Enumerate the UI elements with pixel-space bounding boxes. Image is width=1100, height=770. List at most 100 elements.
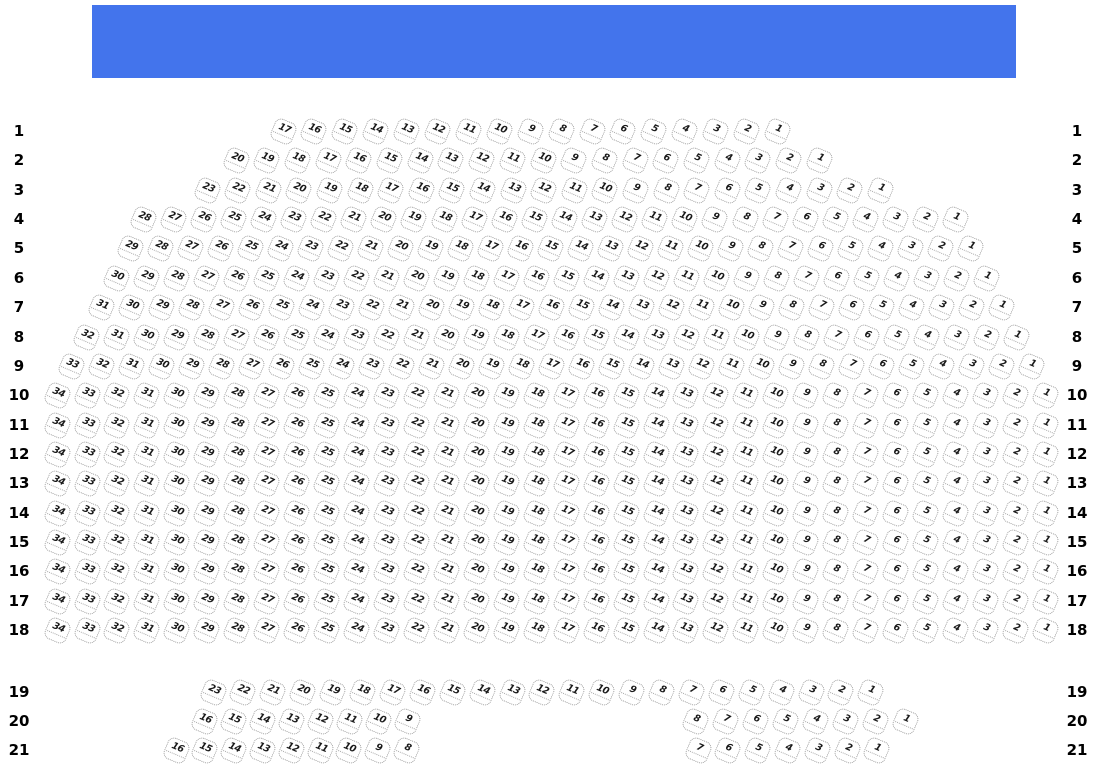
seat-row14-seat4[interactable]: 4	[940, 497, 971, 529]
seat-row1-seat12[interactable]: 12	[422, 115, 453, 147]
seat-row13-seat14[interactable]: 14	[640, 467, 672, 499]
seat-row13-seat20[interactable]: 20	[461, 467, 492, 499]
seat-row8-seat21[interactable]: 21	[400, 321, 432, 353]
seat-row16-seat5[interactable]: 5	[910, 555, 941, 587]
seat-row5-seat5[interactable]: 5	[834, 232, 866, 264]
seat-row6-seat26[interactable]: 26	[220, 262, 252, 294]
seat-row13-seat27[interactable]: 27	[251, 467, 282, 499]
seat-row12-seat2[interactable]: 2	[1000, 438, 1031, 470]
seat-row1-seat3[interactable]: 3	[700, 115, 731, 147]
seat-row8-seat27[interactable]: 27	[220, 321, 252, 353]
seat-row11-seat8[interactable]: 8	[820, 409, 851, 441]
seat-row3-seat14[interactable]: 14	[467, 174, 498, 206]
seat-row13-seat31[interactable]: 31	[131, 467, 162, 499]
seat-row10-seat22[interactable]: 22	[401, 379, 432, 411]
seat-row1-seat10[interactable]: 10	[484, 115, 515, 147]
seat-row11-seat17[interactable]: 17	[551, 409, 582, 441]
seat-row9-seat25[interactable]: 25	[295, 350, 327, 382]
seat-row18-seat33[interactable]: 33	[71, 614, 103, 646]
seat-row7-seat9[interactable]: 9	[745, 291, 777, 323]
seat-row3-seat13[interactable]: 13	[497, 174, 529, 206]
seat-row9-seat19[interactable]: 19	[475, 350, 507, 382]
seat-row7-seat8[interactable]: 8	[775, 291, 807, 323]
seat-row18-seat29[interactable]: 29	[191, 614, 222, 646]
seat-row19-seat23[interactable]: 23	[197, 676, 229, 708]
seat-row8-seat22[interactable]: 22	[370, 321, 402, 353]
seat-row4-seat4[interactable]: 4	[850, 203, 881, 235]
seat-row4-seat20[interactable]: 20	[368, 203, 399, 235]
seat-row21-seat9[interactable]: 9	[362, 734, 393, 766]
seat-row7-seat16[interactable]: 16	[535, 291, 567, 323]
seat-row16-seat13[interactable]: 13	[670, 555, 701, 587]
seat-row15-seat4[interactable]: 4	[940, 526, 971, 558]
seat-row16-seat14[interactable]: 14	[640, 555, 672, 587]
seat-row15-seat17[interactable]: 17	[551, 526, 582, 558]
seat-row4-seat8[interactable]: 8	[729, 203, 761, 235]
seat-row12-seat6[interactable]: 6	[880, 438, 911, 470]
seat-row4-seat12[interactable]: 12	[609, 203, 640, 235]
seat-row15-seat22[interactable]: 22	[401, 526, 432, 558]
seat-row18-seat3[interactable]: 3	[970, 614, 1001, 646]
seat-row18-seat18[interactable]: 18	[521, 614, 552, 646]
seat-row8-seat30[interactable]: 30	[130, 321, 162, 353]
seat-row8-seat13[interactable]: 13	[640, 321, 672, 353]
seat-row16-seat3[interactable]: 3	[970, 555, 1001, 587]
seat-row13-seat32[interactable]: 32	[101, 467, 132, 499]
seat-row16-seat7[interactable]: 7	[850, 555, 881, 587]
seat-row1-seat11[interactable]: 11	[453, 115, 484, 147]
seat-row15-seat28[interactable]: 28	[221, 526, 252, 558]
seat-row13-seat1[interactable]: 1	[1030, 467, 1061, 499]
seat-row7-seat12[interactable]: 12	[655, 291, 687, 323]
seat-row12-seat9[interactable]: 9	[790, 438, 821, 470]
seat-row13-seat22[interactable]: 22	[401, 467, 432, 499]
seat-row12-seat15[interactable]: 15	[610, 438, 642, 470]
seat-row8-seat24[interactable]: 24	[310, 321, 342, 353]
seat-row16-seat30[interactable]: 30	[161, 555, 192, 587]
seat-row17-seat29[interactable]: 29	[191, 585, 222, 617]
seat-row6-seat17[interactable]: 17	[490, 262, 522, 294]
seat-row8-seat6[interactable]: 6	[850, 321, 882, 353]
seat-row10-seat30[interactable]: 30	[161, 379, 192, 411]
seat-row18-seat16[interactable]: 16	[581, 614, 612, 646]
seat-row20-seat15[interactable]: 15	[218, 705, 249, 737]
seat-row4-seat5[interactable]: 5	[820, 203, 851, 235]
seat-row14-seat34[interactable]: 34	[41, 497, 73, 529]
seat-row2-seat12[interactable]: 12	[466, 144, 497, 176]
seat-row6-seat29[interactable]: 29	[130, 262, 162, 294]
seat-row8-seat25[interactable]: 25	[280, 321, 312, 353]
seat-row8-seat31[interactable]: 31	[100, 321, 132, 353]
seat-row3-seat6[interactable]: 6	[712, 174, 743, 206]
seat-row4-seat13[interactable]: 13	[579, 203, 610, 235]
seat-row5-seat2[interactable]: 2	[924, 232, 956, 264]
seat-row2-seat7[interactable]: 7	[620, 144, 651, 176]
seat-row10-seat11[interactable]: 11	[730, 379, 761, 411]
seat-row15-seat12[interactable]: 12	[700, 526, 731, 558]
seat-row17-seat30[interactable]: 30	[161, 585, 192, 617]
seat-row16-seat6[interactable]: 6	[880, 555, 911, 587]
seat-row12-seat4[interactable]: 4	[940, 438, 971, 470]
seat-row6-seat1[interactable]: 1	[970, 262, 1002, 294]
seat-row3-seat11[interactable]: 11	[559, 174, 590, 206]
seat-row19-seat5[interactable]: 5	[736, 676, 767, 708]
seat-row16-seat18[interactable]: 18	[521, 555, 552, 587]
seat-row11-seat33[interactable]: 33	[71, 409, 103, 441]
seat-row14-seat5[interactable]: 5	[910, 497, 941, 529]
seat-row21-seat2[interactable]: 2	[831, 734, 863, 766]
seat-row7-seat27[interactable]: 27	[205, 291, 237, 323]
seat-row1-seat4[interactable]: 4	[669, 115, 700, 147]
seat-row4-seat23[interactable]: 23	[278, 203, 309, 235]
seat-row18-seat7[interactable]: 7	[850, 614, 881, 646]
seat-row17-seat7[interactable]: 7	[850, 585, 881, 617]
seat-row21-seat8[interactable]: 8	[391, 734, 422, 766]
seat-row19-seat11[interactable]: 11	[556, 676, 587, 708]
seat-row19-seat10[interactable]: 10	[586, 676, 617, 708]
seat-row11-seat9[interactable]: 9	[790, 409, 821, 441]
seat-row14-seat19[interactable]: 19	[491, 497, 522, 529]
seat-row9-seat26[interactable]: 26	[265, 350, 297, 382]
seat-row10-seat29[interactable]: 29	[191, 379, 222, 411]
seat-row14-seat18[interactable]: 18	[521, 497, 552, 529]
seat-row16-seat15[interactable]: 15	[610, 555, 642, 587]
seat-row17-seat21[interactable]: 21	[431, 585, 462, 617]
seat-row11-seat27[interactable]: 27	[251, 409, 282, 441]
seat-row7-seat23[interactable]: 23	[325, 291, 357, 323]
